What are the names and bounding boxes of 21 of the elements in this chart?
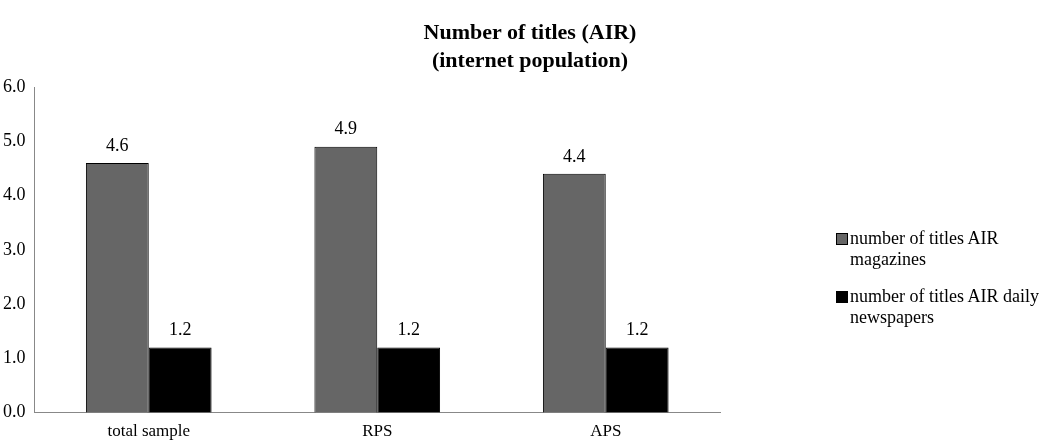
data-label: 1.2 <box>397 319 420 340</box>
y-tick-label: 4.0 <box>3 184 26 205</box>
data-label: 4.6 <box>106 134 129 155</box>
bar <box>605 347 669 413</box>
x-tick-label: APS <box>590 421 622 441</box>
y-tick-label: 6.0 <box>3 75 26 96</box>
chart-title: Number of titles (AIR) (internet population) <box>422 18 638 74</box>
legend-label: number of titles AIR magazines <box>850 228 1000 270</box>
data-label: 1.2 <box>625 319 649 340</box>
data-label: 1.2 <box>168 319 192 340</box>
legend-label: number of titles AIR daily newspapers <box>850 286 1040 328</box>
bar <box>148 347 212 413</box>
x-tick-label: RPS <box>362 421 393 441</box>
y-tick-label: 2.0 <box>3 292 26 313</box>
y-tick-label: 3.0 <box>3 238 26 259</box>
y-tick-label: 5.0 <box>3 130 26 150</box>
data-label: 4.4 <box>563 145 586 166</box>
data-label: 4.9 <box>334 118 358 139</box>
x-tick-label: total sample <box>107 421 191 441</box>
y-tick-label: 1.0 <box>3 347 26 368</box>
y-tick-label: 0.0 <box>3 401 26 422</box>
